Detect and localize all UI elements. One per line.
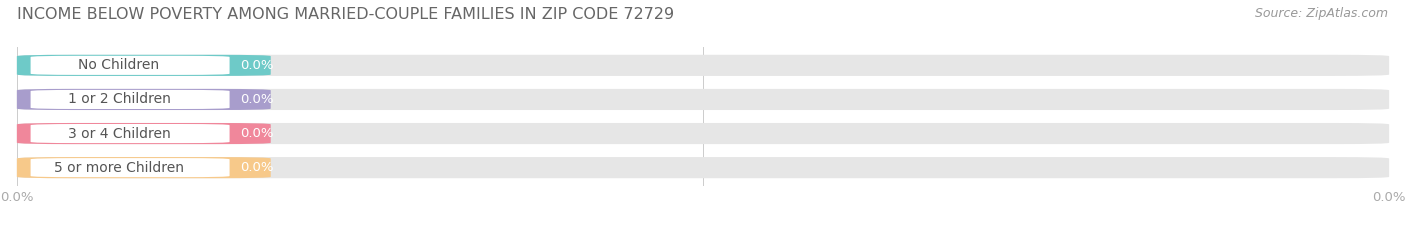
Text: 0.0%: 0.0% bbox=[240, 93, 274, 106]
FancyBboxPatch shape bbox=[17, 89, 1389, 110]
Text: 1 or 2 Children: 1 or 2 Children bbox=[67, 93, 170, 106]
FancyBboxPatch shape bbox=[31, 90, 229, 109]
Text: 5 or more Children: 5 or more Children bbox=[53, 161, 184, 175]
Text: 0.0%: 0.0% bbox=[240, 127, 274, 140]
FancyBboxPatch shape bbox=[31, 124, 229, 143]
FancyBboxPatch shape bbox=[17, 89, 271, 110]
FancyBboxPatch shape bbox=[17, 123, 1389, 144]
Text: 0.0%: 0.0% bbox=[240, 59, 274, 72]
Text: INCOME BELOW POVERTY AMONG MARRIED-COUPLE FAMILIES IN ZIP CODE 72729: INCOME BELOW POVERTY AMONG MARRIED-COUPL… bbox=[17, 7, 673, 22]
Text: 0.0%: 0.0% bbox=[240, 161, 274, 174]
FancyBboxPatch shape bbox=[17, 157, 1389, 178]
FancyBboxPatch shape bbox=[17, 157, 271, 178]
Text: 3 or 4 Children: 3 or 4 Children bbox=[67, 127, 170, 140]
FancyBboxPatch shape bbox=[31, 56, 229, 75]
Text: No Children: No Children bbox=[79, 58, 159, 72]
FancyBboxPatch shape bbox=[31, 158, 229, 177]
Text: Source: ZipAtlas.com: Source: ZipAtlas.com bbox=[1254, 7, 1388, 20]
FancyBboxPatch shape bbox=[17, 123, 271, 144]
FancyBboxPatch shape bbox=[17, 55, 1389, 76]
FancyBboxPatch shape bbox=[17, 55, 271, 76]
